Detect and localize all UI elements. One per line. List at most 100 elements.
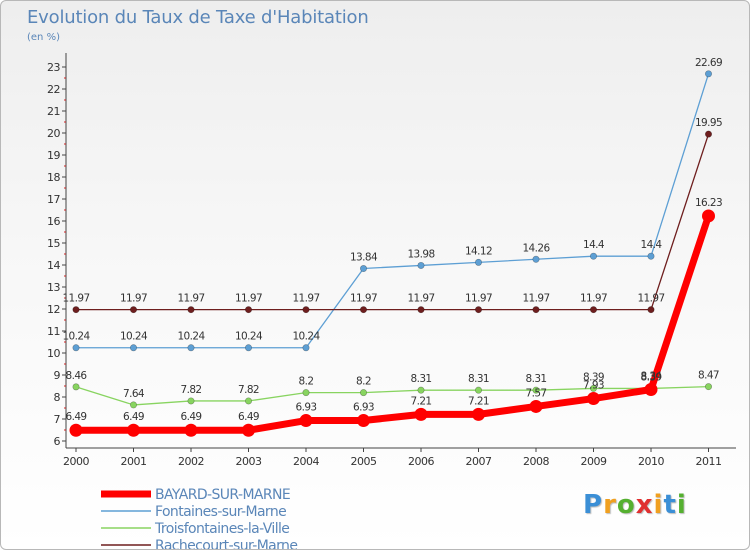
- data-point: [532, 306, 540, 314]
- logo-letter: P: [583, 490, 604, 520]
- data-label: 7.57: [526, 387, 547, 399]
- data-label: 13.98: [407, 248, 434, 260]
- data-label: 10.24: [235, 331, 263, 343]
- data-point: [647, 306, 655, 314]
- data-label: 11.97: [62, 293, 89, 305]
- legend-label: BAYARD-SUR-MARNE: [155, 487, 290, 503]
- y-tick-label: 14: [47, 259, 60, 272]
- logo-letter: i: [676, 490, 687, 520]
- data-label: 8.34: [641, 371, 663, 383]
- data-label: 8.31: [411, 373, 432, 385]
- data-point: [72, 306, 80, 314]
- data-point: [127, 423, 140, 437]
- data-label: 14.4: [641, 239, 663, 251]
- data-label: 16.23: [695, 197, 722, 209]
- data-point: [245, 306, 253, 314]
- y-tick-label: 13: [47, 281, 60, 294]
- proxiti-logo: Proxiti: [583, 490, 687, 520]
- data-label: 8.47: [698, 370, 719, 382]
- data-label: 7.82: [238, 384, 259, 396]
- data-point: [130, 344, 138, 352]
- data-label: 11.97: [350, 293, 377, 305]
- logo-letter: x: [635, 490, 654, 520]
- y-tick-label: 21: [47, 105, 60, 118]
- data-label: 10.24: [62, 331, 90, 343]
- data-point: [704, 70, 712, 78]
- data-point: [72, 383, 80, 391]
- x-tick-label: 2007: [466, 455, 492, 468]
- y-tick-label: 8: [54, 391, 61, 404]
- y-tick-label: 7: [54, 413, 61, 426]
- series-line: [75, 386, 710, 406]
- data-point: [532, 255, 540, 263]
- data-label: 14.12: [465, 245, 492, 257]
- data-label: 7.64: [123, 388, 145, 400]
- series-points: [69, 70, 715, 437]
- data-point: [302, 344, 310, 352]
- data-label: 10.24: [292, 331, 320, 343]
- data-point: [242, 423, 255, 437]
- data-point: [184, 423, 198, 437]
- data-point: [417, 386, 425, 394]
- x-tick-label: 2001: [121, 455, 147, 468]
- data-point: [357, 414, 370, 428]
- x-tick-label: 2009: [581, 455, 607, 468]
- x-tick-label: 2003: [236, 455, 262, 468]
- data-point: [474, 258, 482, 266]
- chart-axes: 6 7 8 9 10 11 12 13 14 15 16 17 18 19 20 21 22 23 2000 2001…: [47, 53, 736, 468]
- y-tick-label: 17: [47, 193, 60, 206]
- data-label: 6.49: [66, 411, 87, 423]
- data-label: 6.93: [296, 402, 317, 414]
- data-label: 11.97: [292, 293, 319, 305]
- x-tick-label: 2010: [638, 455, 664, 468]
- logo-letter: t: [663, 490, 677, 520]
- data-label: 8.39: [583, 371, 604, 383]
- data-point: [130, 306, 138, 314]
- data-point: [589, 306, 597, 314]
- data-point: [589, 252, 597, 260]
- chart-title: Evolution du Taux de Taxe d'Habitation: [27, 7, 369, 28]
- data-point: [359, 265, 367, 273]
- data-label: 7.82: [181, 384, 202, 396]
- data-point: [589, 384, 597, 392]
- data-point: [245, 344, 253, 352]
- y-tick-label: 6: [54, 435, 61, 448]
- y-tick-label: 10: [47, 347, 60, 360]
- data-label: 11.97: [637, 293, 664, 305]
- data-point: [532, 386, 540, 394]
- series-line: [75, 73, 710, 349]
- y-tick-label: 23: [47, 61, 60, 74]
- data-point: [359, 389, 367, 397]
- data-point: [587, 392, 600, 406]
- data-label: 11.97: [177, 293, 204, 305]
- data-label: 8.39: [641, 371, 662, 383]
- data-label: 22.69: [695, 57, 722, 69]
- data-point: [187, 306, 195, 314]
- data-label: 6.49: [238, 411, 259, 423]
- series-line: [75, 133, 710, 311]
- x-tick-label: 2004: [293, 455, 319, 468]
- legend-label: Troisfontaines-la-Ville: [154, 521, 289, 537]
- data-point: [302, 389, 310, 397]
- y-tick-label: 9: [54, 369, 61, 382]
- data-point: [69, 423, 83, 437]
- x-tick-label: 2005: [351, 455, 377, 468]
- data-label: 11.97: [522, 293, 549, 305]
- data-point: [529, 399, 543, 413]
- data-label: 8.2: [356, 376, 371, 388]
- legend-label: Fontaines-sur-Marne: [155, 504, 286, 520]
- logo-letter: r: [603, 490, 617, 520]
- data-point: [187, 344, 195, 352]
- y-tick-label: 12: [47, 303, 60, 316]
- data-point: [472, 407, 485, 421]
- data-point: [414, 407, 428, 421]
- data-label: 14.26: [522, 242, 550, 254]
- data-label: 13.84: [350, 252, 378, 264]
- data-point: [130, 401, 138, 409]
- series-lines: [72, 73, 712, 434]
- data-label: 11.97: [235, 293, 262, 305]
- data-point: [417, 261, 425, 269]
- data-point: [299, 414, 313, 428]
- data-point: [72, 344, 80, 352]
